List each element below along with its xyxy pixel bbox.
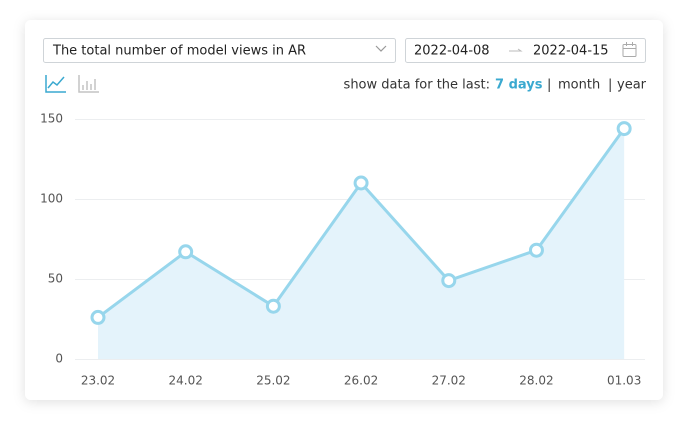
date-from: 2022-04-08 [414,44,490,59]
point [90,309,106,325]
point [265,298,281,314]
y-tick-label: 50 [48,272,63,286]
x-tick-label: 24.02 [169,374,203,388]
separator: | [547,78,551,93]
x-tick-label: 23.02 [81,374,115,388]
x-tick-label: 26.02 [344,374,378,388]
bar-chart-toggle[interactable] [78,75,99,93]
period-option[interactable]: 7 days [495,78,543,93]
x-tick-label: 25.02 [256,374,290,388]
point [616,121,632,137]
point [178,244,194,260]
range-arrow [509,48,523,52]
x-tick-label: 28.02 [519,374,553,388]
y-tick-label: 100 [40,192,63,206]
line-chart-toggle[interactable] [45,75,66,93]
area [97,128,625,359]
dropdown-label: The total number of model views in AR [52,44,306,59]
x-tick-label: 01.03 [607,374,641,388]
calendar-icon [622,42,637,57]
y-tick-label: 0 [55,352,63,366]
chevron [375,45,387,52]
y-tick-label: 150 [40,112,63,126]
period-option[interactable]: year [617,78,647,93]
point [353,175,369,191]
period-prefix: show data for the last: [344,78,490,93]
date-to: 2022-04-15 [533,44,609,59]
point [528,242,544,258]
period-option[interactable]: month [558,78,600,93]
separator: | [608,78,612,93]
point [441,273,457,289]
x-tick-label: 27.02 [432,374,466,388]
date-range[interactable]: 2022-04-08 2022-04-15 [405,38,646,63]
metric-dropdown[interactable]: The total number of model views in AR [43,38,396,63]
